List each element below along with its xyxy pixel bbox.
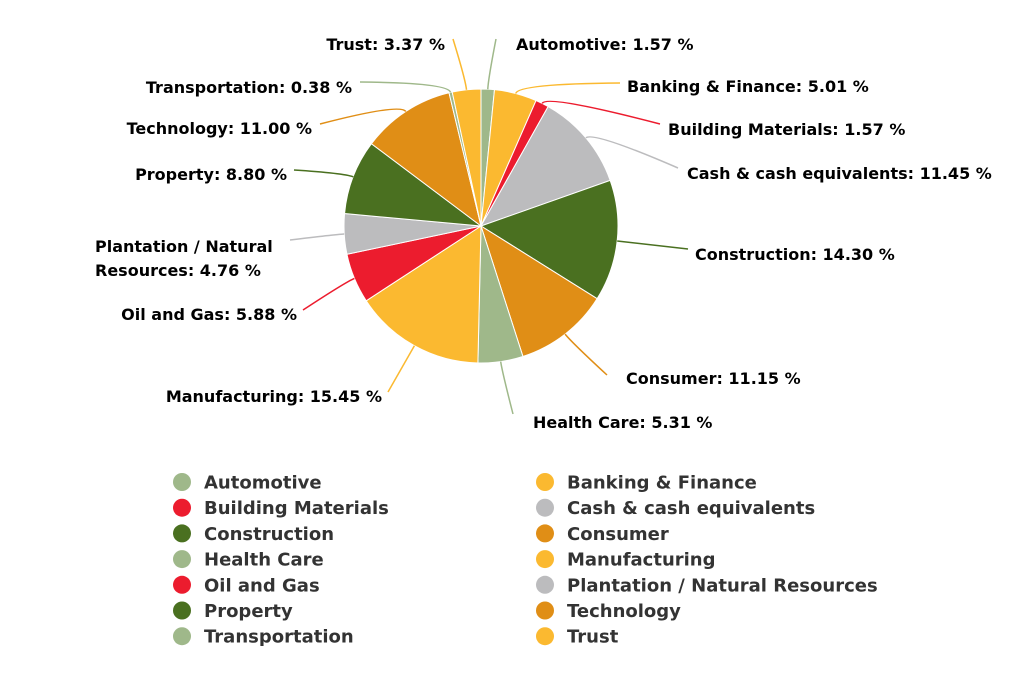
legend-item-cash-and-cash-equivalents[interactable]: Cash & cash equivalents xyxy=(536,498,815,519)
legend-label-oil-and-gas: Oil and Gas xyxy=(204,575,320,596)
legend-item-technology[interactable]: Technology xyxy=(536,601,681,622)
legend-item-building-materials[interactable]: Building Materials xyxy=(173,498,389,519)
label-construction: Construction: 14.30 % xyxy=(695,245,895,264)
legend-marker-banking-and-finance xyxy=(536,473,554,491)
legend-marker-cash-and-cash-equivalents xyxy=(536,498,554,517)
legend-marker-technology xyxy=(536,601,554,620)
label-property: Property: 8.80 % xyxy=(135,165,287,184)
legend: Automotive Banking & Finance Building Mate… xyxy=(173,473,878,648)
label-transportation: Transportation: 0.38 % xyxy=(146,78,352,97)
legend-item-oil-and-gas[interactable]: Oil and Gas xyxy=(173,575,320,596)
legend-label-construction: Construction xyxy=(204,524,334,545)
label-plantation-natural-resources-line-2: Resources: 4.76 % xyxy=(95,261,261,280)
label-connectors xyxy=(289,38,689,415)
connector-technology xyxy=(319,108,407,125)
legend-item-trust[interactable]: Trust xyxy=(536,627,619,648)
label-oil-and-gas: Oil and Gas: 5.88 % xyxy=(121,305,297,324)
legend-marker-consumer xyxy=(536,524,554,543)
legend-item-health-care[interactable]: Health Care xyxy=(173,550,324,571)
legend-label-trust: Trust xyxy=(567,627,619,648)
slice-cash-and-cash-equivalents[interactable] xyxy=(479,105,611,227)
legend-item-construction[interactable]: Construction xyxy=(173,524,334,545)
connector-banking-and-finance xyxy=(514,82,621,94)
connector-health-care xyxy=(499,361,514,415)
pie-slices xyxy=(343,88,619,364)
legend-item-property[interactable]: Property xyxy=(173,601,293,622)
legend-marker-construction xyxy=(173,524,191,543)
slice-labels: Automotive: 1.57 % Banking & Finance: 5.0… xyxy=(95,35,992,432)
label-consumer: Consumer: 11.15 % xyxy=(626,369,801,388)
legend-item-consumer[interactable]: Consumer xyxy=(536,524,669,545)
legend-label-health-care: Health Care xyxy=(204,550,324,571)
legend-label-plantation-natural-resources: Plantation / Natural Resources xyxy=(567,575,878,596)
legend-label-consumer: Consumer xyxy=(567,524,669,545)
legend-label-property: Property xyxy=(204,601,293,622)
label-technology: Technology: 11.00 % xyxy=(127,119,312,138)
connector-building-materials xyxy=(541,100,661,125)
connector-transportation xyxy=(359,81,452,93)
legend-label-banking-and-finance: Banking & Finance xyxy=(567,473,757,494)
legend-marker-plantation-natural-resources xyxy=(536,575,554,594)
connector-consumer xyxy=(564,333,608,376)
legend-item-banking-and-finance[interactable]: Banking & Finance xyxy=(536,473,757,494)
legend-label-manufacturing: Manufacturing xyxy=(567,550,716,571)
legend-marker-trust xyxy=(536,627,554,646)
legend-marker-property xyxy=(173,601,191,620)
legend-label-transportation: Transportation xyxy=(204,627,354,648)
legend-marker-health-care xyxy=(173,550,191,569)
label-cash-and-cash-equivalents: Cash & cash equivalents: 11.45 % xyxy=(687,164,992,183)
legend-marker-transportation xyxy=(173,627,191,646)
label-manufacturing: Manufacturing: 15.45 % xyxy=(166,387,382,406)
legend-marker-oil-and-gas xyxy=(173,575,191,594)
legend-item-plantation-natural-resources[interactable]: Plantation / Natural Resources xyxy=(536,575,878,596)
connector-automotive xyxy=(487,38,497,90)
connector-property xyxy=(293,169,354,178)
label-automotive: Automotive: 1.57 % xyxy=(516,35,694,54)
slice-construction[interactable] xyxy=(479,179,619,300)
label-building-materials: Building Materials: 1.57 % xyxy=(668,120,905,139)
connector-cash-and-cash-equivalents xyxy=(585,136,679,169)
label-plantation-natural-resources-line-1: Plantation / Natural xyxy=(95,237,273,256)
connector-plantation-natural-resources xyxy=(289,233,345,241)
legend-marker-building-materials xyxy=(173,498,191,517)
legend-label-building-materials: Building Materials xyxy=(204,498,389,519)
connector-oil-and-gas xyxy=(302,277,355,311)
label-banking-and-finance: Banking & Finance: 5.01 % xyxy=(627,77,869,96)
legend-marker-manufacturing xyxy=(536,550,554,569)
label-health-care: Health Care: 5.31 % xyxy=(533,413,712,432)
label-trust: Trust: 3.37 % xyxy=(326,35,445,54)
connector-construction xyxy=(617,240,689,250)
legend-item-transportation[interactable]: Transportation xyxy=(173,627,354,648)
legend-label-cash-and-cash-equivalents: Cash & cash equivalents xyxy=(567,498,815,519)
connector-manufacturing xyxy=(387,345,416,393)
connector-trust xyxy=(452,38,468,90)
legend-item-manufacturing[interactable]: Manufacturing xyxy=(536,550,716,571)
legend-marker-automotive xyxy=(173,473,191,491)
legend-label-automotive: Automotive xyxy=(204,473,322,494)
legend-label-technology: Technology xyxy=(567,601,681,622)
legend-item-automotive[interactable]: Automotive xyxy=(173,473,322,494)
